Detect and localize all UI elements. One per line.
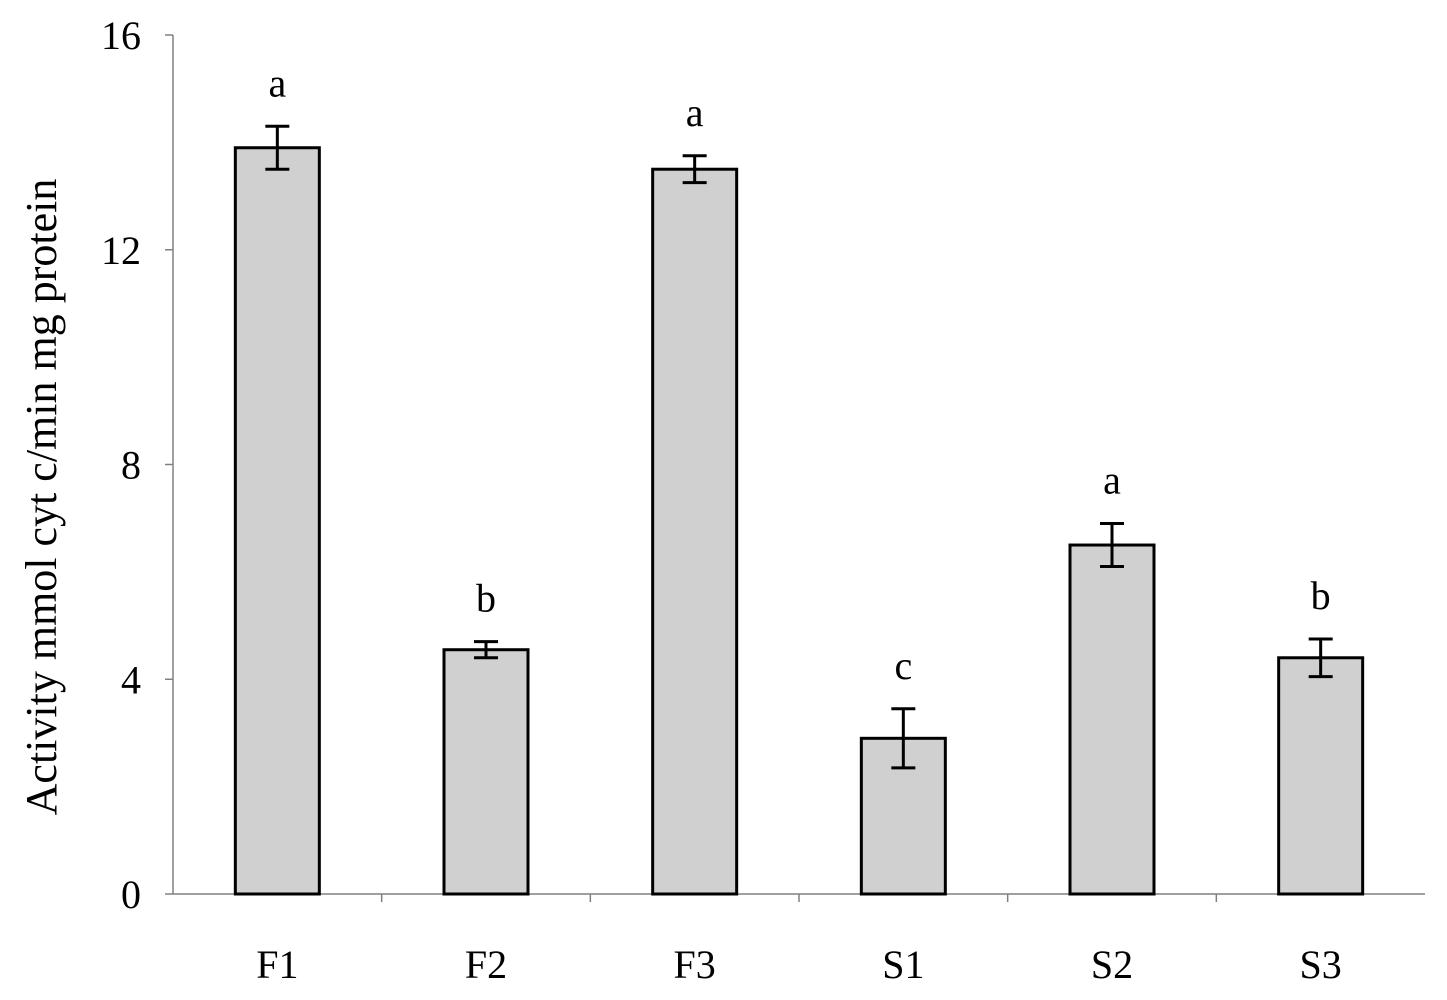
bar-f2	[442, 648, 530, 896]
y-tick-label: 0	[121, 872, 141, 917]
bar-s2	[1068, 543, 1156, 896]
bars	[233, 146, 1365, 896]
bar-f1	[233, 146, 321, 896]
significance-letter: b	[476, 576, 496, 621]
y-tick-label: 16	[101, 13, 141, 58]
x-tick-label: S3	[1300, 942, 1342, 987]
x-tick-label: F1	[256, 942, 298, 987]
significance-letter: b	[1311, 573, 1331, 618]
axes	[165, 34, 1425, 902]
significance-letter: a	[268, 60, 286, 105]
y-tick-label: 8	[121, 443, 141, 488]
y-axis-label: Activity mmol cyt c/min mg protein	[17, 179, 66, 816]
significance-letter: a	[1103, 458, 1121, 503]
x-tick-label: S1	[882, 942, 924, 987]
significance-letters: a b a c a b	[268, 60, 1330, 688]
x-tick-label: F3	[674, 942, 716, 987]
y-tick-label: 12	[101, 228, 141, 273]
significance-letter: a	[686, 90, 704, 135]
x-tick-label: S2	[1091, 942, 1133, 987]
y-tick-label: 4	[121, 657, 141, 702]
bar-s3	[1277, 656, 1365, 896]
significance-letter: c	[894, 643, 912, 688]
bar-f3	[651, 167, 739, 896]
y-tick-labels: 0 4 8 12 16	[101, 13, 141, 917]
x-tick-labels: F1 F2 F3 S1 S2 S3	[256, 942, 1342, 987]
error-bars	[265, 124, 1333, 770]
x-tick-label: F2	[465, 942, 507, 987]
